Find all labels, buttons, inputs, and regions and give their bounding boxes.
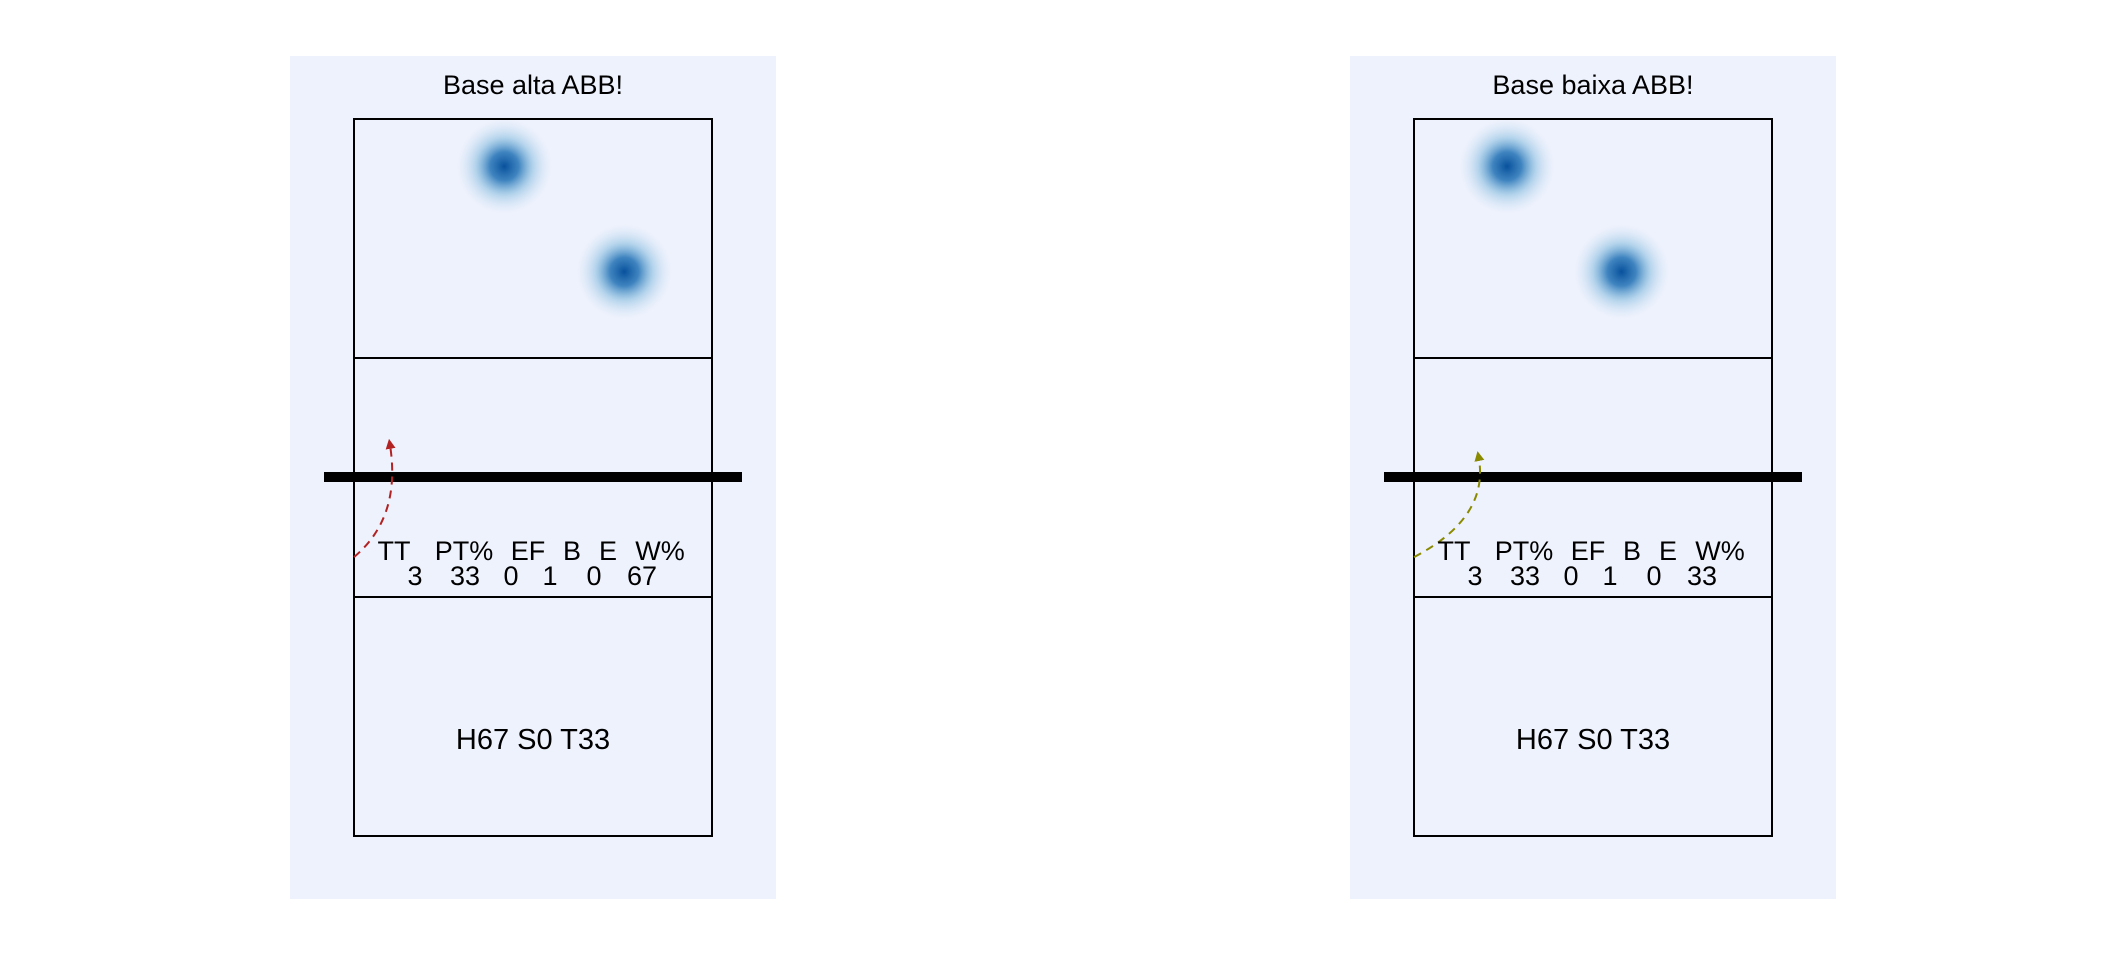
stats-value-w: 67 <box>627 561 657 591</box>
stats-header-ef: EF <box>1571 536 1606 566</box>
stats-value-tt: 3 <box>407 561 422 591</box>
heat-hotspot-2 <box>1573 223 1670 320</box>
summary-label: H67 S0 T33 <box>456 724 610 756</box>
stats-value-ef: 0 <box>1563 561 1578 591</box>
heat-hotspots <box>456 118 673 320</box>
stats-table: TT PT% EF B E W% 3 33 0 1 0 33 <box>1438 536 1745 591</box>
stats-header-pt: PT% <box>435 536 494 566</box>
stats-value-e: 0 <box>586 561 601 591</box>
stats-header-b: B <box>1623 536 1641 566</box>
stats-value-b: 1 <box>1602 561 1617 591</box>
stats-value-tt: 3 <box>1467 561 1482 591</box>
stats-header-w: W% <box>1695 536 1745 566</box>
summary-label: H67 S0 T33 <box>1516 724 1670 756</box>
stats-header-pt: PT% <box>1495 536 1554 566</box>
stats-value-e: 0 <box>1646 561 1661 591</box>
ball-trajectory <box>353 438 396 558</box>
heat-hotspot-1 <box>456 118 553 215</box>
stats-header-e: E <box>599 536 617 566</box>
heat-hotspots <box>1459 118 1670 320</box>
chart-title: Base alta ABB! <box>443 70 623 100</box>
heat-hotspot-1 <box>1459 118 1556 215</box>
stats-header-e: E <box>1659 536 1677 566</box>
stats-header-tt: TT <box>1438 536 1471 566</box>
stats-value-w: 33 <box>1687 561 1717 591</box>
stats-header-w: W% <box>635 536 685 566</box>
stats-header-tt: TT <box>378 536 411 566</box>
ball-trajectory <box>1413 451 1485 558</box>
stats-header-b: B <box>563 536 581 566</box>
stats-value-pt: 33 <box>450 561 480 591</box>
stats-value-pt: 33 <box>1510 561 1540 591</box>
heat-hotspot-2 <box>576 223 673 320</box>
court-chart-base-baixa: Base baixa ABB! TT PT% EF B E W% 3 33 0 … <box>1350 56 1836 899</box>
chart-title: Base baixa ABB! <box>1492 70 1693 100</box>
stats-header-ef: EF <box>511 536 546 566</box>
stats-table: TT PT% EF B E W% 3 33 0 1 0 67 <box>378 536 685 591</box>
stats-value-ef: 0 <box>503 561 518 591</box>
court-chart-base-alta: Base alta ABB! TT PT% EF B E W% 3 33 0 1… <box>290 56 776 899</box>
stats-value-b: 1 <box>542 561 557 591</box>
